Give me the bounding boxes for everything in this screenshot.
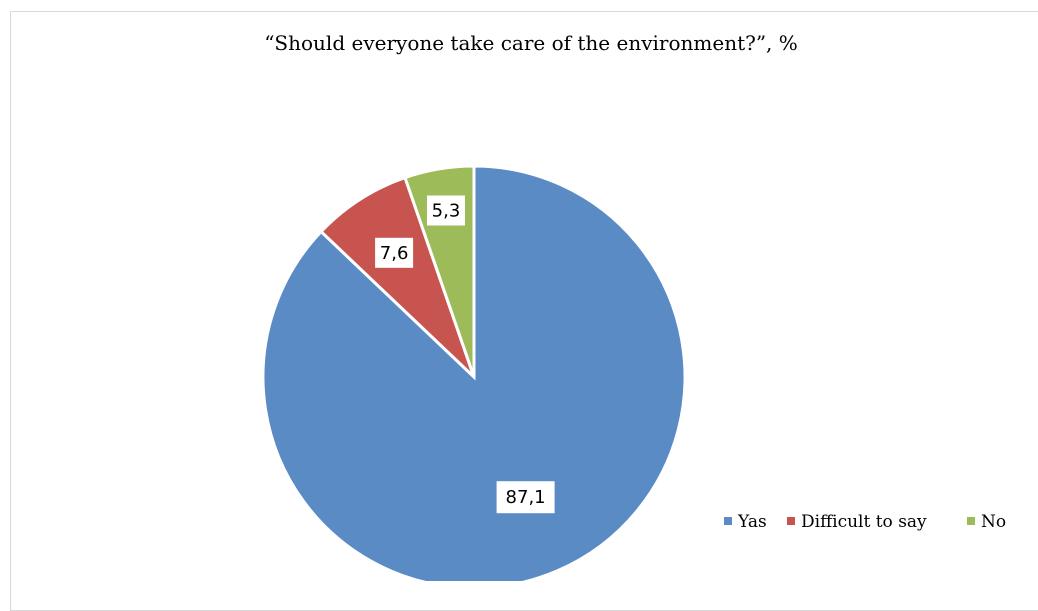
legend-item-no: No — [967, 512, 1006, 532]
data-label-box — [496, 481, 555, 514]
pie-chart: “Should everyone take care of the enviro… — [261, 31, 1006, 581]
legend-label: No — [981, 512, 1006, 532]
pie-slices — [261, 164, 687, 581]
legend-swatch — [724, 517, 732, 525]
data-label-box — [427, 195, 465, 226]
data-label-no: 5,3 — [427, 195, 465, 226]
data-label-difficult-to-say: 7,6 — [375, 237, 414, 268]
data-label-text: 7,6 — [380, 243, 409, 264]
pie-data-labels: 87,1 7,6 5,3 — [375, 195, 555, 514]
legend-label: Yas — [737, 512, 767, 532]
data-label-box — [375, 237, 414, 268]
pie-slice-difficult-to-say — [318, 175, 476, 379]
legend-label: Difficult to say — [801, 512, 927, 532]
data-label-text: 5,3 — [432, 201, 461, 222]
data-label-text: 87,1 — [506, 487, 546, 508]
legend-item-difficult-to-say: Difficult to say — [787, 512, 927, 532]
legend-item-yas: Yas — [724, 512, 767, 532]
legend-swatch — [787, 517, 795, 525]
chart-legend: Yas Difficult to say No — [724, 512, 1006, 532]
data-label-yas: 87,1 — [496, 481, 555, 514]
pie-slice-yas — [261, 164, 687, 581]
legend-swatch — [967, 517, 975, 525]
chart-title: “Should everyone take care of the enviro… — [264, 31, 798, 55]
